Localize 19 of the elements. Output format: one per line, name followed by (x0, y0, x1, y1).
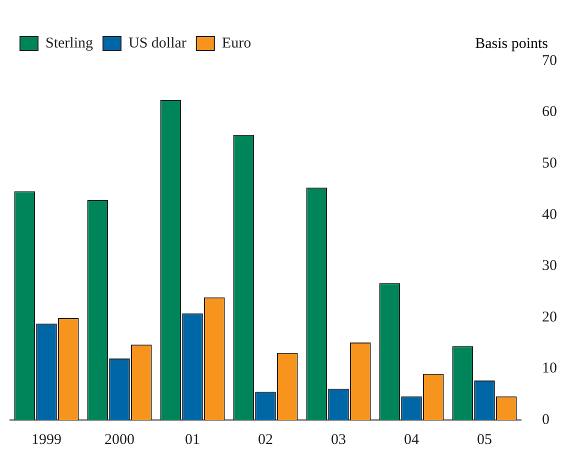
x-tick-label: 2000 (104, 432, 134, 448)
legend-label: Euro (222, 35, 252, 52)
y-tick-label: 30 (542, 258, 557, 274)
y-tick-label: 10 (542, 360, 557, 377)
x-tick-label: 05 (477, 432, 492, 448)
legend-label: Sterling (46, 35, 94, 52)
x-tick-label: 03 (331, 432, 346, 448)
x-tick-label: 01 (185, 432, 200, 448)
y-tick-label: 60 (542, 104, 557, 120)
y-tick-label: 20 (542, 309, 557, 326)
y-axis-title: Basis points (475, 36, 548, 53)
y-tick-label: 0 (542, 412, 550, 428)
x-tick-label: 02 (258, 432, 273, 448)
x-tick-label: 04 (404, 432, 420, 448)
y-tick-label: 40 (542, 206, 557, 223)
y-tick-label: 70 (542, 52, 557, 69)
x-tick-label: 1999 (32, 432, 62, 448)
legend-label: US dollar (128, 35, 186, 52)
y-tick-label: 50 (542, 156, 557, 172)
